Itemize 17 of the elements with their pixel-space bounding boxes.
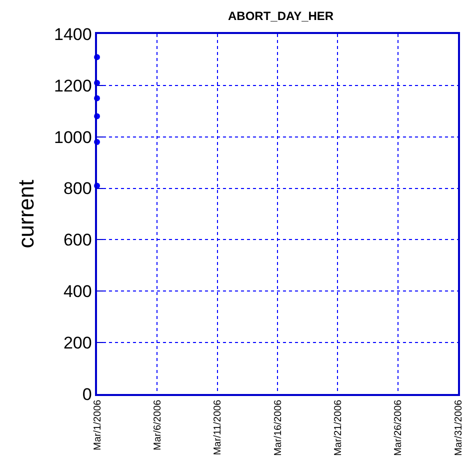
y-tick-label: 1200 <box>54 76 92 96</box>
y-axis-title: current <box>13 180 38 248</box>
x-tick-label: Mar/31/2006 <box>453 399 464 456</box>
y-tick-label: 400 <box>63 282 92 302</box>
x-tick-label: Mar/21/2006 <box>332 399 344 456</box>
y-tick-label: 1400 <box>54 24 92 44</box>
x-tick-label: Mar/16/2006 <box>272 399 284 456</box>
y-tick-label: 1000 <box>54 128 92 147</box>
x-tick-label: Mar/1/2006 <box>92 399 104 450</box>
y-tick-label: 200 <box>63 334 92 353</box>
y-tick-label: 600 <box>63 230 92 250</box>
chart-title: ABORT_DAY_HER <box>228 9 334 24</box>
x-tick-label: Mar/26/2006 <box>393 399 404 456</box>
x-tick-label: Mar/11/2006 <box>212 399 224 456</box>
y-tick-label: 800 <box>63 179 92 198</box>
y-tick-label: 0 <box>82 384 92 404</box>
x-tick-label: Mar/6/2006 <box>152 399 164 450</box>
